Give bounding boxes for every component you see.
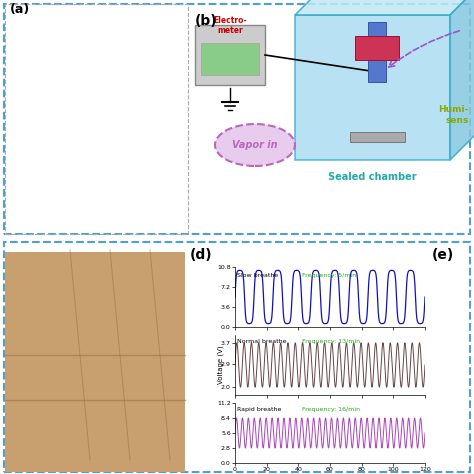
Text: Slow breathe: Slow breathe [237, 273, 278, 278]
Text: (e): (e) [432, 248, 454, 262]
Text: Vapor in: Vapor in [232, 140, 278, 150]
Text: Humi-
sens: Humi- sens [438, 105, 469, 125]
Polygon shape [450, 0, 474, 160]
Bar [4, 242, 470, 472]
Text: Normal breathe: Normal breathe [237, 339, 286, 344]
Polygon shape [295, 0, 474, 15]
Bar [5, 252, 185, 472]
Text: Sealed chamber: Sealed chamber [328, 172, 417, 182]
Bar [201, 43, 259, 75]
Polygon shape [295, 15, 450, 160]
Text: Frequency: 5/min: Frequency: 5/min [301, 273, 356, 278]
Text: Electro-
meter: Electro- meter [213, 16, 247, 35]
Text: (d): (d) [190, 248, 213, 262]
Polygon shape [195, 25, 265, 85]
Text: (a): (a) [10, 3, 30, 16]
Text: (b): (b) [195, 14, 218, 28]
Bar [5, 4, 188, 234]
Bar [355, 36, 399, 60]
Text: Frequency: 16/min: Frequency: 16/min [301, 407, 359, 412]
Bar [350, 132, 405, 142]
Text: Rapid breathe: Rapid breathe [237, 407, 281, 412]
Bar [368, 22, 386, 82]
Text: Voltage (V): Voltage (V) [218, 346, 224, 384]
Text: Frequency: 13/min: Frequency: 13/min [301, 339, 360, 344]
Ellipse shape [215, 124, 295, 166]
Bar [4, 4, 470, 234]
